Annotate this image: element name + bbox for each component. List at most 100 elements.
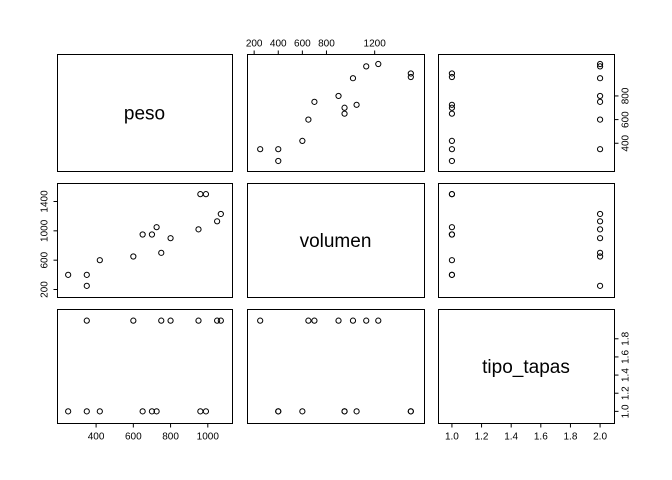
panel-r1-c3	[438, 54, 615, 172]
point-r3-c1-3	[96, 408, 103, 415]
point-r2-c1-5	[139, 231, 146, 238]
point-r1-c3-5	[448, 110, 456, 117]
point-r2-c1-4	[130, 253, 137, 260]
point-r2-c1-14	[217, 210, 224, 218]
tick-label-tipo_tapas_bottom-1: 1.2	[475, 432, 489, 443]
point-r2-c3-6	[448, 231, 456, 238]
tick-label-tipo_tapas_right-2: 1.4	[621, 368, 632, 382]
point-r3-c2-3	[299, 408, 306, 415]
point-r2-c3-7	[448, 224, 456, 231]
tick-label-tipo_tapas_bottom-4: 1.8	[563, 432, 577, 443]
tick-label-tipo_tapas_right-1: 1.2	[621, 386, 632, 400]
point-r2-c3-9	[596, 235, 604, 242]
tick-label-peso-3: 1000	[197, 432, 220, 443]
point-r1-c2-3	[299, 137, 306, 144]
point-r1-c3-1	[596, 146, 604, 153]
tick-label-tipo_tapas_right-3: 1.6	[621, 350, 632, 364]
point-r1-c3-10	[596, 75, 604, 82]
tick-label-tipo_tapas_right-0: 1.0	[621, 404, 632, 418]
panel-r1-c2	[247, 54, 425, 172]
point-r2-c1-1	[83, 282, 90, 289]
tick-label-tipo_tapas_bottom-0: 1.0	[445, 432, 459, 443]
tick-label-peso-2: 800	[162, 432, 179, 443]
point-r1-c3-0	[448, 157, 456, 165]
point-r1-c3-6	[448, 104, 456, 111]
point-r1-c3-7	[448, 101, 456, 108]
point-r2-c1-12	[202, 191, 210, 198]
point-r2-c1-6	[148, 231, 156, 238]
point-r2-c3-13	[596, 218, 604, 225]
panel-r2-c1	[57, 183, 233, 298]
point-r3-c2-2	[275, 408, 282, 415]
point-r3-c2-12	[407, 408, 414, 415]
tick-label-tipo_tapas_right-4: 1.8	[621, 331, 632, 345]
tick-label-volumen_left-1: 600	[40, 251, 51, 268]
point-r2-c1-9	[167, 235, 174, 242]
point-r3-c1-12	[202, 408, 210, 415]
point-r3-c2-9	[335, 317, 342, 324]
point-r3-c1-1	[83, 317, 90, 324]
point-r2-c3-8	[596, 249, 604, 256]
point-r3-c2-13	[363, 317, 370, 324]
panel-r2-c2	[247, 183, 425, 298]
point-r1-c2-8	[311, 98, 318, 105]
panel-r3-c1	[57, 309, 233, 424]
point-r3-c2-4	[305, 317, 312, 324]
diagonal-label-volumen: volumen	[300, 231, 372, 252]
point-r1-c2-11	[407, 73, 414, 81]
point-r1-c2-2	[275, 146, 282, 153]
point-r3-c1-7	[153, 408, 160, 415]
tick-label-tipo_tapas_bottom-5: 2.0	[593, 432, 607, 443]
point-r1-c3-3	[448, 137, 456, 144]
point-r2-c1-0	[65, 271, 72, 278]
point-r1-c2-13	[363, 63, 370, 70]
point-r2-c1-10	[195, 226, 202, 233]
point-r2-c1-13	[214, 218, 221, 225]
panel-r2-c3	[438, 183, 615, 298]
tick-label-tipo_tapas_bottom-3: 1.6	[534, 432, 548, 443]
point-r2-c1-7	[153, 224, 160, 231]
panel-r1-c1	[57, 54, 233, 172]
point-r3-c1-8	[158, 317, 165, 324]
diagonal-label-peso: peso	[124, 104, 165, 125]
points-layer	[65, 60, 604, 415]
point-r2-c3-12	[448, 191, 456, 198]
point-r3-c1-9	[167, 317, 174, 324]
tick-label-peso-0: 400	[88, 432, 105, 443]
point-r3-c1-14	[217, 317, 224, 324]
point-r3-c1-6	[148, 408, 156, 415]
point-r3-c2-7	[353, 408, 360, 415]
tick-label-peso-1: 600	[125, 432, 142, 443]
point-r1-c3-9	[596, 92, 604, 100]
tick-label-peso_right-0: 400	[621, 134, 632, 151]
point-r3-c1-0	[65, 408, 72, 415]
tick-label-volumen_top-0: 200	[246, 39, 263, 50]
point-r1-c2-1	[257, 146, 264, 153]
tick-label-volumen_top-3: 800	[318, 39, 335, 50]
tick-label-volumen_left-0: 200	[40, 281, 51, 298]
point-r3-c1-13	[214, 317, 221, 324]
point-r1-c3-11	[448, 73, 456, 81]
point-r3-c1-4	[130, 317, 137, 324]
point-r2-c3-10	[596, 226, 604, 233]
point-r3-c2-8	[311, 317, 318, 324]
tick-label-volumen_left-3: 1400	[40, 190, 51, 213]
point-r1-c2-9	[335, 92, 342, 100]
tick-label-volumen_top-1: 400	[270, 39, 287, 50]
tick-label-volumen_left-2: 1000	[40, 219, 51, 242]
point-r3-c2-1	[257, 317, 264, 324]
tick-label-volumen_top-4: 1200	[364, 39, 387, 50]
tick-label-tipo_tapas_bottom-2: 1.4	[504, 432, 518, 443]
point-r1-c3-8	[596, 98, 604, 105]
tick-label-peso_right-1: 600	[621, 111, 632, 128]
point-r1-c2-0	[275, 157, 282, 165]
point-r2-c3-3	[448, 257, 456, 264]
point-r1-c2-10	[349, 75, 357, 82]
point-r2-c3-1	[596, 282, 604, 289]
point-r1-c2-14	[375, 60, 382, 68]
point-r1-c3-4	[596, 116, 604, 123]
point-r3-c1-2	[83, 408, 90, 415]
point-r2-c1-2	[83, 271, 90, 278]
point-r3-c2-10	[349, 317, 357, 324]
